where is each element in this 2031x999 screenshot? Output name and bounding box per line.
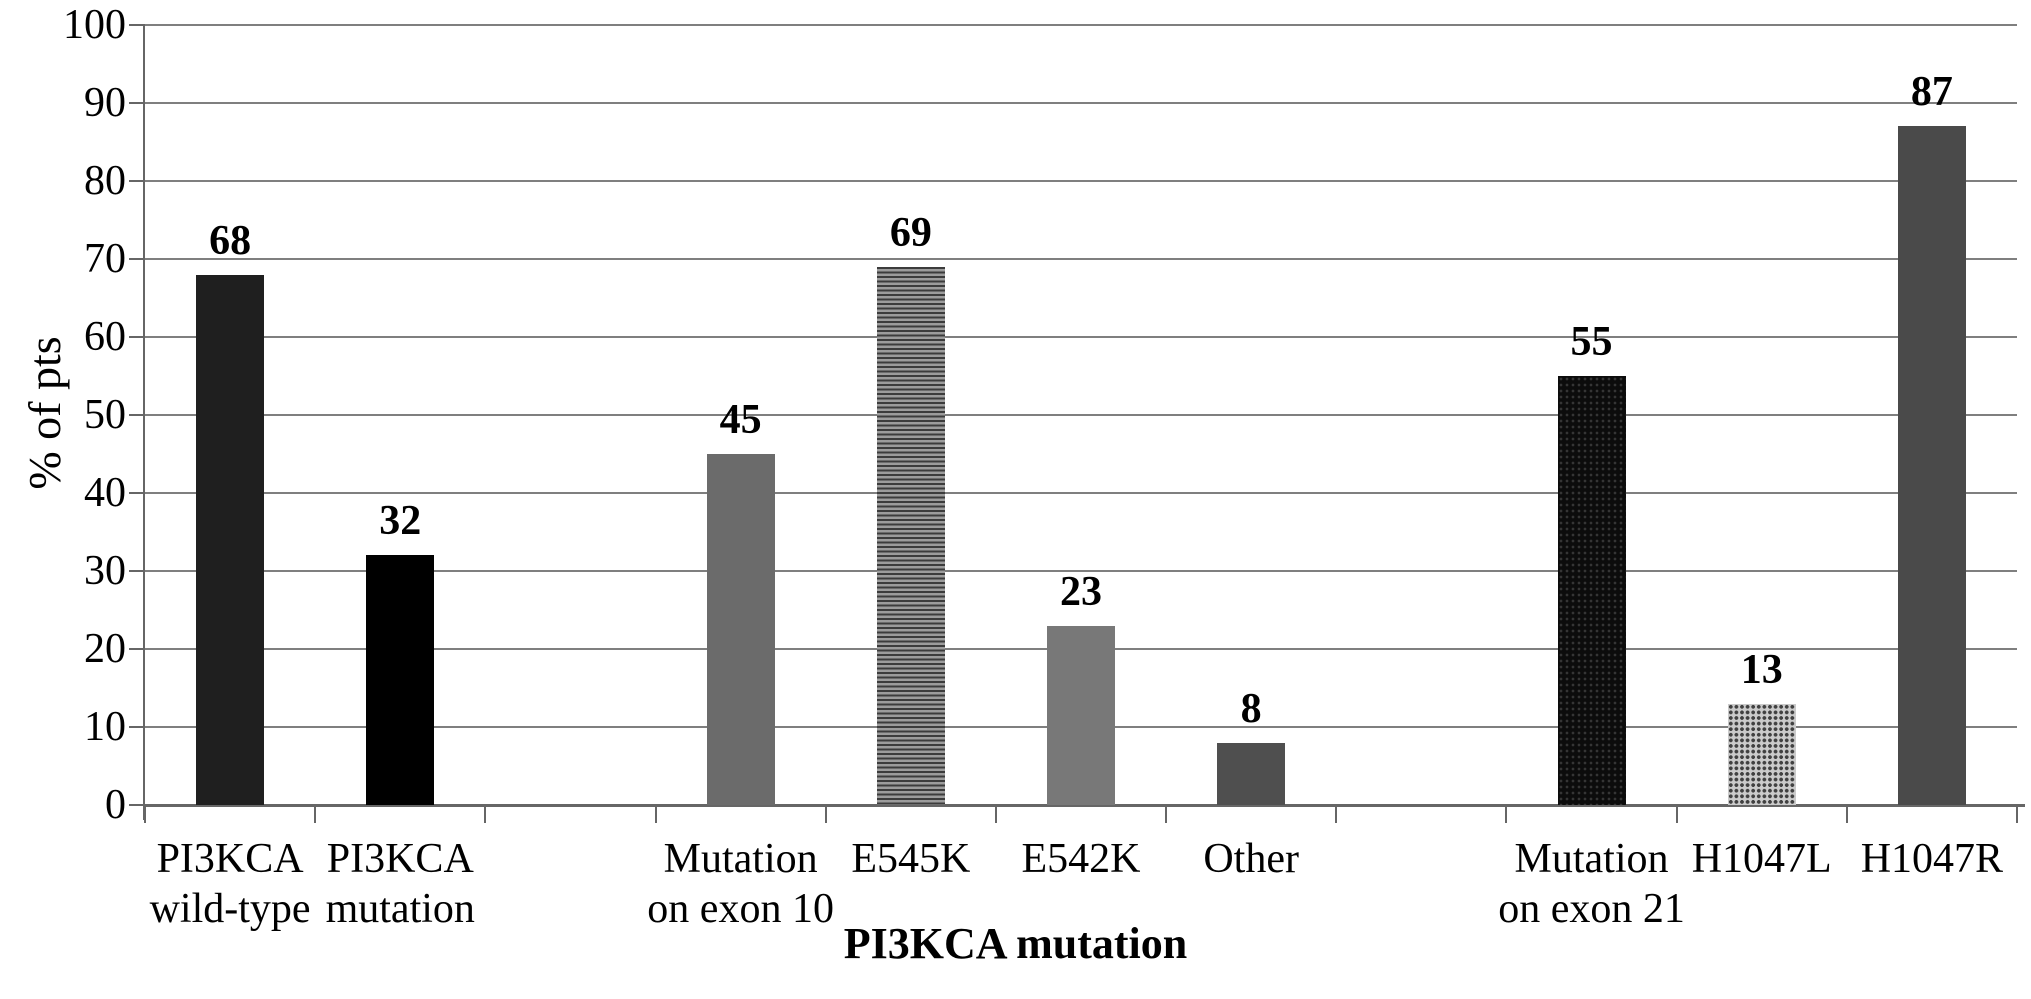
value-label-other: 8: [1240, 686, 1262, 732]
value-label-h1047l: 13: [1740, 647, 1783, 693]
x-tick-1: [314, 807, 317, 823]
y-tick-20: [129, 648, 145, 650]
category-label-h1047l: H1047L: [1691, 836, 1832, 882]
category-label-e542k: E542K: [1021, 836, 1141, 882]
bar-h1047r: [1897, 126, 1966, 805]
y-tick-40: [129, 492, 145, 494]
y-tick-label-100: 100: [63, 2, 126, 48]
category-label-h1047r: H1047R: [1860, 836, 2004, 882]
y-tick-label-0: 0: [105, 782, 126, 828]
gridline-50: [145, 414, 2017, 416]
bar-e542k: [1047, 626, 1115, 805]
bar-h1047l: [1727, 704, 1796, 805]
y-tick-label-30: 30: [84, 548, 126, 594]
value-label-pi3kca-mutation: 32: [379, 498, 422, 544]
bar-e545k: [876, 267, 945, 805]
x-tick-4: [824, 807, 827, 823]
y-tick-label-20: 20: [84, 626, 126, 672]
value-label-e545k: 69: [889, 210, 932, 256]
x-tick-9: [1675, 807, 1678, 823]
gridline-30: [145, 570, 2017, 572]
category-label-mutation-on-exon-21: Mutation on exon 21: [1498, 836, 1685, 932]
value-label-e542k: 23: [1060, 569, 1102, 615]
y-tick-90: [129, 102, 145, 104]
bar-mutation-on-exon-21: [1557, 376, 1626, 805]
x-tick-7: [1335, 807, 1338, 823]
bar-pi3kca-wild-type: [196, 275, 265, 805]
category-label-other: Other: [1203, 836, 1299, 882]
category-label-mutation-on-exon-10: Mutation on exon 10: [647, 836, 834, 932]
gridline-90: [145, 102, 2017, 104]
value-label-pi3kca-wild-type: 68: [209, 218, 252, 264]
y-tick-10: [129, 726, 145, 728]
x-tick-5: [994, 807, 997, 823]
x-tick-6: [1165, 807, 1168, 823]
x-axis-title: PI3KCA mutation: [843, 919, 1188, 968]
category-label-e545k: E545K: [851, 836, 971, 882]
y-tick-80: [129, 180, 145, 182]
x-axis-line: [143, 804, 2025, 807]
x-tick-2: [484, 807, 487, 823]
gridline-80: [145, 180, 2017, 182]
y-tick-label-70: 70: [84, 236, 126, 282]
x-tick-8: [1505, 807, 1508, 823]
y-tick-100: [129, 24, 145, 26]
category-label-pi3kca-mutation: PI3KCA mutation: [325, 836, 475, 932]
y-tick-0: [129, 804, 145, 806]
gridline-60: [145, 336, 2017, 338]
y-tick-label-90: 90: [84, 80, 126, 126]
value-label-mutation-on-exon-21: 55: [1570, 319, 1613, 365]
x-tick-10: [1845, 807, 1848, 823]
bar-mutation-on-exon-10: [706, 454, 775, 805]
y-tick-60: [129, 336, 145, 338]
y-tick-label-40: 40: [84, 470, 126, 516]
category-label-pi3kca-wild-type: PI3KCA wild-type: [149, 836, 311, 932]
gridline-70: [145, 258, 2017, 260]
x-tick-0: [144, 807, 146, 823]
y-tick-70: [129, 258, 145, 260]
gridline-40: [145, 492, 2017, 494]
y-tick-label-50: 50: [84, 392, 126, 438]
y-tick-label-80: 80: [84, 158, 126, 204]
y-axis-line: [143, 25, 145, 820]
y-tick-30: [129, 570, 145, 572]
y-tick-label-60: 60: [84, 314, 126, 360]
gridline-100: [145, 24, 2017, 26]
y-tick-label-10: 10: [84, 704, 126, 750]
bar-other: [1217, 743, 1286, 805]
bar-pi3kca-mutation: [366, 555, 435, 805]
y-tick-50: [129, 414, 145, 416]
x-tick-3: [654, 807, 657, 823]
x-tick-11: [2016, 807, 2018, 823]
value-label-h1047r: 87: [1910, 69, 1953, 115]
value-label-mutation-on-exon-10: 45: [719, 397, 762, 443]
